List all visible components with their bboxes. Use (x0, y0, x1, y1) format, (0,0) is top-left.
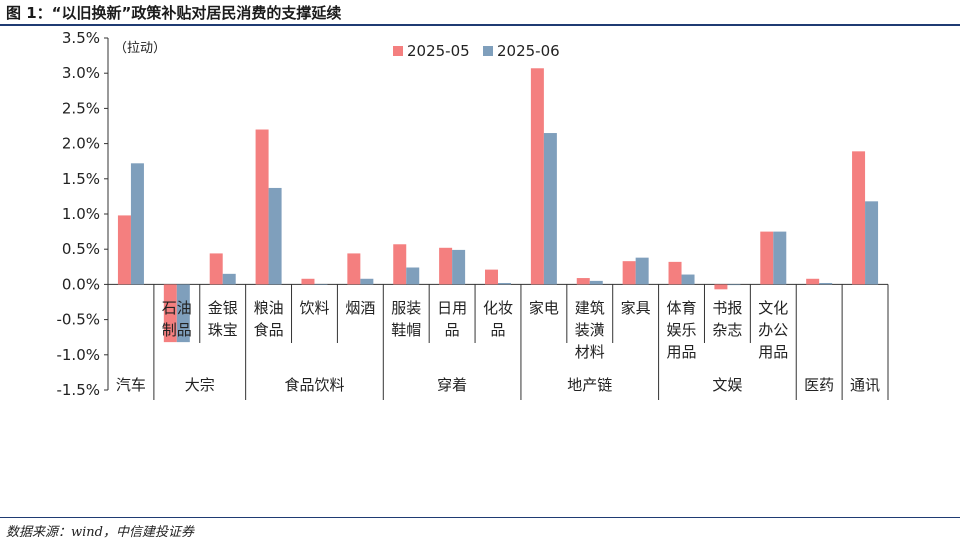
y-tick-label: -0.5% (56, 311, 100, 329)
legend-swatch-2025-06 (483, 46, 493, 56)
category-label-家具: 家具 (621, 299, 651, 317)
y-tick-label: 2.0% (62, 135, 100, 153)
bar-2025-05-建筑装潢材料 (576, 278, 590, 285)
group-label-地产链: 地产链 (567, 376, 612, 394)
bar-2025-05-医药 (806, 278, 820, 285)
bar-2025-05-石油制品 (163, 284, 177, 343)
bar-2025-06-金银珠宝 (222, 273, 236, 285)
y-tick-label: 1.5% (62, 170, 100, 188)
y-tick-label: 0.0% (62, 275, 100, 293)
bar-2025-06-体育娱乐用品 (681, 274, 695, 285)
y-tick-label: 3.0% (62, 64, 100, 82)
bar-2025-06-书报杂志 (727, 284, 741, 286)
group-label-大宗: 大宗 (185, 376, 215, 394)
legend-label-2025-05: 2025-05 (407, 42, 470, 60)
group-label-穿着: 穿着 (437, 376, 467, 394)
category-label-建筑装潢材料: 建筑装潢材料 (575, 299, 605, 361)
bar-2025-06-文化办公用品 (773, 231, 787, 285)
y-tick-label: 3.5% (62, 29, 100, 47)
bar-2025-06-医药 (819, 282, 833, 285)
y-tick-label: 0.5% (62, 240, 100, 258)
bar-2025-05-粮油食品 (255, 129, 269, 285)
group-label-食品饮料: 食品饮料 (284, 376, 344, 394)
y-tick-label: -1.0% (56, 346, 100, 364)
legend-label-2025-06: 2025-06 (497, 42, 560, 60)
axes-layer: 3.5% 3.0% 2.5% 2.0% 1.5% 1.0% 0.5% 0.0% -0.5% -1.… (56, 29, 889, 400)
bar-2025-05-通讯 (852, 151, 866, 285)
bar-2025-06-家电 (543, 133, 557, 285)
bar-2025-05-文化办公用品 (760, 231, 774, 285)
category-label-饮料: 饮料 (299, 299, 329, 317)
bar-2025-05-日用品 (439, 247, 453, 285)
legend: 2025-05 2025-06 (393, 42, 560, 60)
category-label-书报杂志: 书报杂志 (712, 299, 742, 339)
group-label-汽车: 汽车 (116, 376, 146, 394)
bar-2025-05-烟酒 (347, 253, 361, 285)
bar-chart: 3.5% 3.0% 2.5% 2.0% 1.5% 1.0% 0.5% 0.0% -0.5% -1.… (56, 29, 889, 400)
bar-2025-05-服装鞋帽 (393, 244, 407, 285)
bar-2025-06-日用品 (452, 249, 466, 285)
category-label-体育娱乐用品: 体育娱乐用品 (667, 299, 697, 361)
group-label-文娱: 文娱 (712, 376, 742, 394)
bar-2025-06-建筑装潢材料 (589, 280, 603, 285)
footer-rule (0, 517, 960, 518)
figure-title: 图 1：“以旧换新”政策补贴对居民消费的支撑延续 (6, 4, 342, 22)
category-label-服装鞋帽: 服装鞋帽 (391, 299, 421, 339)
title-rule (0, 24, 960, 26)
bar-2025-06-家具 (635, 257, 649, 285)
bar-2025-06-汽车 (130, 163, 144, 285)
bar-2025-05-家具 (622, 261, 636, 285)
category-label-粮油食品: 粮油食品 (254, 299, 284, 339)
bar-2025-06-粮油食品 (268, 187, 282, 285)
y-tick-label: -1.5% (56, 381, 100, 399)
bar-2025-06-石油制品 (176, 284, 190, 343)
bar-2025-06-服装鞋帽 (406, 267, 420, 285)
group-label-医药: 医药 (804, 376, 834, 394)
category-label-石油制品: 石油制品 (162, 299, 192, 339)
y-tick-label: 1.0% (62, 205, 100, 223)
category-label-日用品: 日用品 (437, 299, 467, 339)
bar-2025-05-化妆品 (485, 269, 498, 285)
bar-2025-05-体育娱乐用品 (668, 261, 682, 285)
category-label-烟酒: 烟酒 (345, 299, 375, 317)
bar-2025-06-烟酒 (360, 278, 374, 285)
bar-2025-05-饮料 (301, 278, 315, 285)
unit-note: （拉动） (114, 41, 166, 56)
bars-layer (117, 68, 879, 343)
bar-2025-05-汽车 (117, 215, 131, 285)
category-label-金银珠宝: 金银珠宝 (208, 299, 238, 339)
category-label-化妆品: 化妆品 (483, 299, 513, 339)
source-note: 数据来源：wind，中信建投证券 (6, 525, 194, 540)
bar-2025-06-饮料 (314, 284, 328, 285)
category-label-家电: 家电 (529, 299, 559, 317)
group-label-通讯: 通讯 (850, 376, 880, 394)
bar-2025-05-金银珠宝 (209, 253, 223, 285)
bar-2025-06-通讯 (865, 201, 879, 285)
bar-2025-05-书报杂志 (714, 284, 728, 290)
y-tick-label: 2.5% (62, 99, 100, 117)
category-label-文化办公用品: 文化办公用品 (758, 299, 788, 361)
bar-2025-05-家电 (530, 68, 544, 285)
legend-swatch-2025-05 (393, 46, 403, 56)
bar-2025-06-化妆品 (498, 282, 511, 285)
